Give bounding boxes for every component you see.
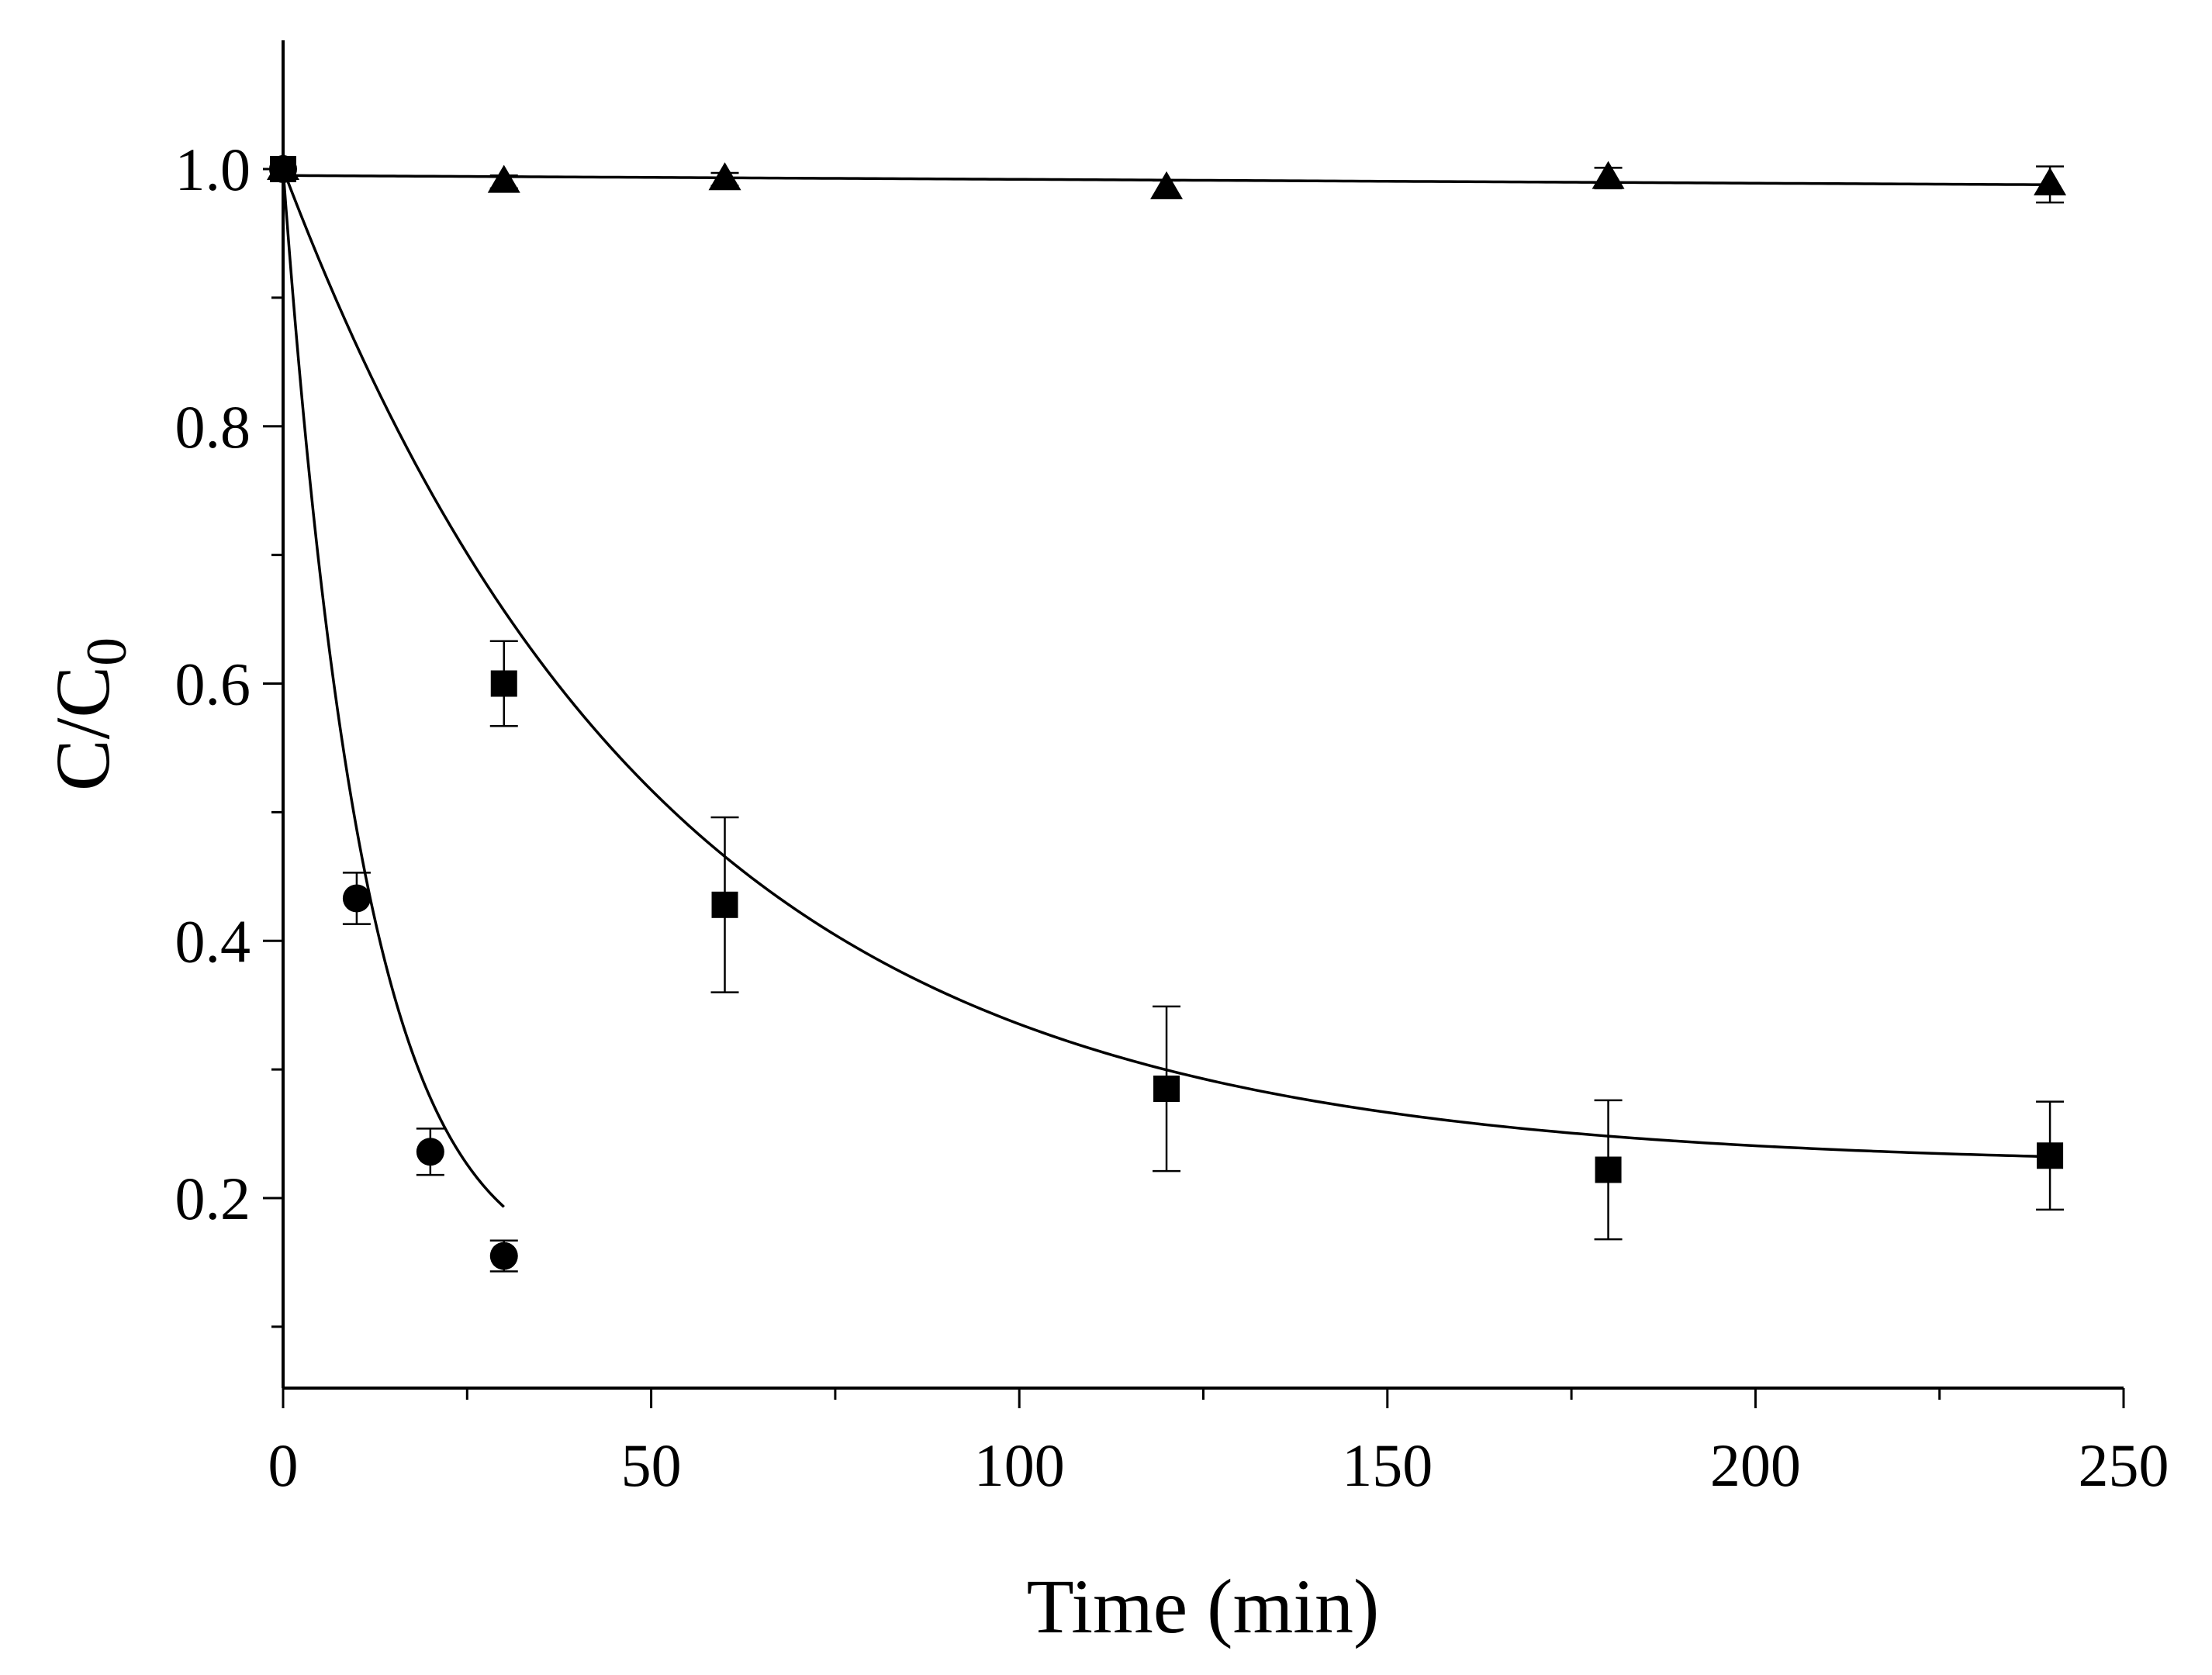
data-point-square [490, 670, 517, 697]
data-point-circle [489, 1242, 518, 1270]
y-axis-title-subscript: 0 [75, 637, 139, 666]
x-tick-label: 150 [1342, 1432, 1433, 1499]
x-tick-label: 100 [974, 1432, 1065, 1499]
data-point-square [711, 891, 738, 918]
x-tick-label: 0 [268, 1432, 299, 1499]
x-axis-title: Time (min) [1027, 1563, 1380, 1649]
data-point-triangle [487, 164, 520, 193]
data-point-triangle [708, 162, 741, 191]
data-point-square [1153, 1076, 1180, 1103]
y-tick-label: 0.8 [175, 393, 251, 461]
y-axis-title: C/C0 [40, 637, 139, 791]
x-tick-label: 250 [2079, 1432, 2169, 1499]
y-tick-label: 1.0 [175, 136, 251, 203]
x-tick-label: 50 [621, 1432, 682, 1499]
data-point-square [2037, 1142, 2064, 1169]
fit-line-circle [282, 168, 505, 1208]
data-point-square [1595, 1156, 1622, 1183]
ticks: 0 50 100 150 200 250 0.2 0.4 0.6 0.8 1.0 [175, 136, 2169, 1499]
y-tick-label: 0.2 [175, 1165, 251, 1232]
data-point-triangle [2034, 167, 2067, 195]
y-tick-label: 0.6 [175, 651, 251, 718]
data-point-triangle [1150, 171, 1184, 199]
y-tick-label: 0.4 [175, 907, 251, 975]
data-point-triangle [1592, 161, 1625, 189]
y-axis-title-main: C/C [40, 666, 126, 791]
data-point-circle [342, 884, 371, 913]
x-tick-label: 200 [1710, 1432, 1801, 1499]
data-point-circle [416, 1138, 444, 1166]
